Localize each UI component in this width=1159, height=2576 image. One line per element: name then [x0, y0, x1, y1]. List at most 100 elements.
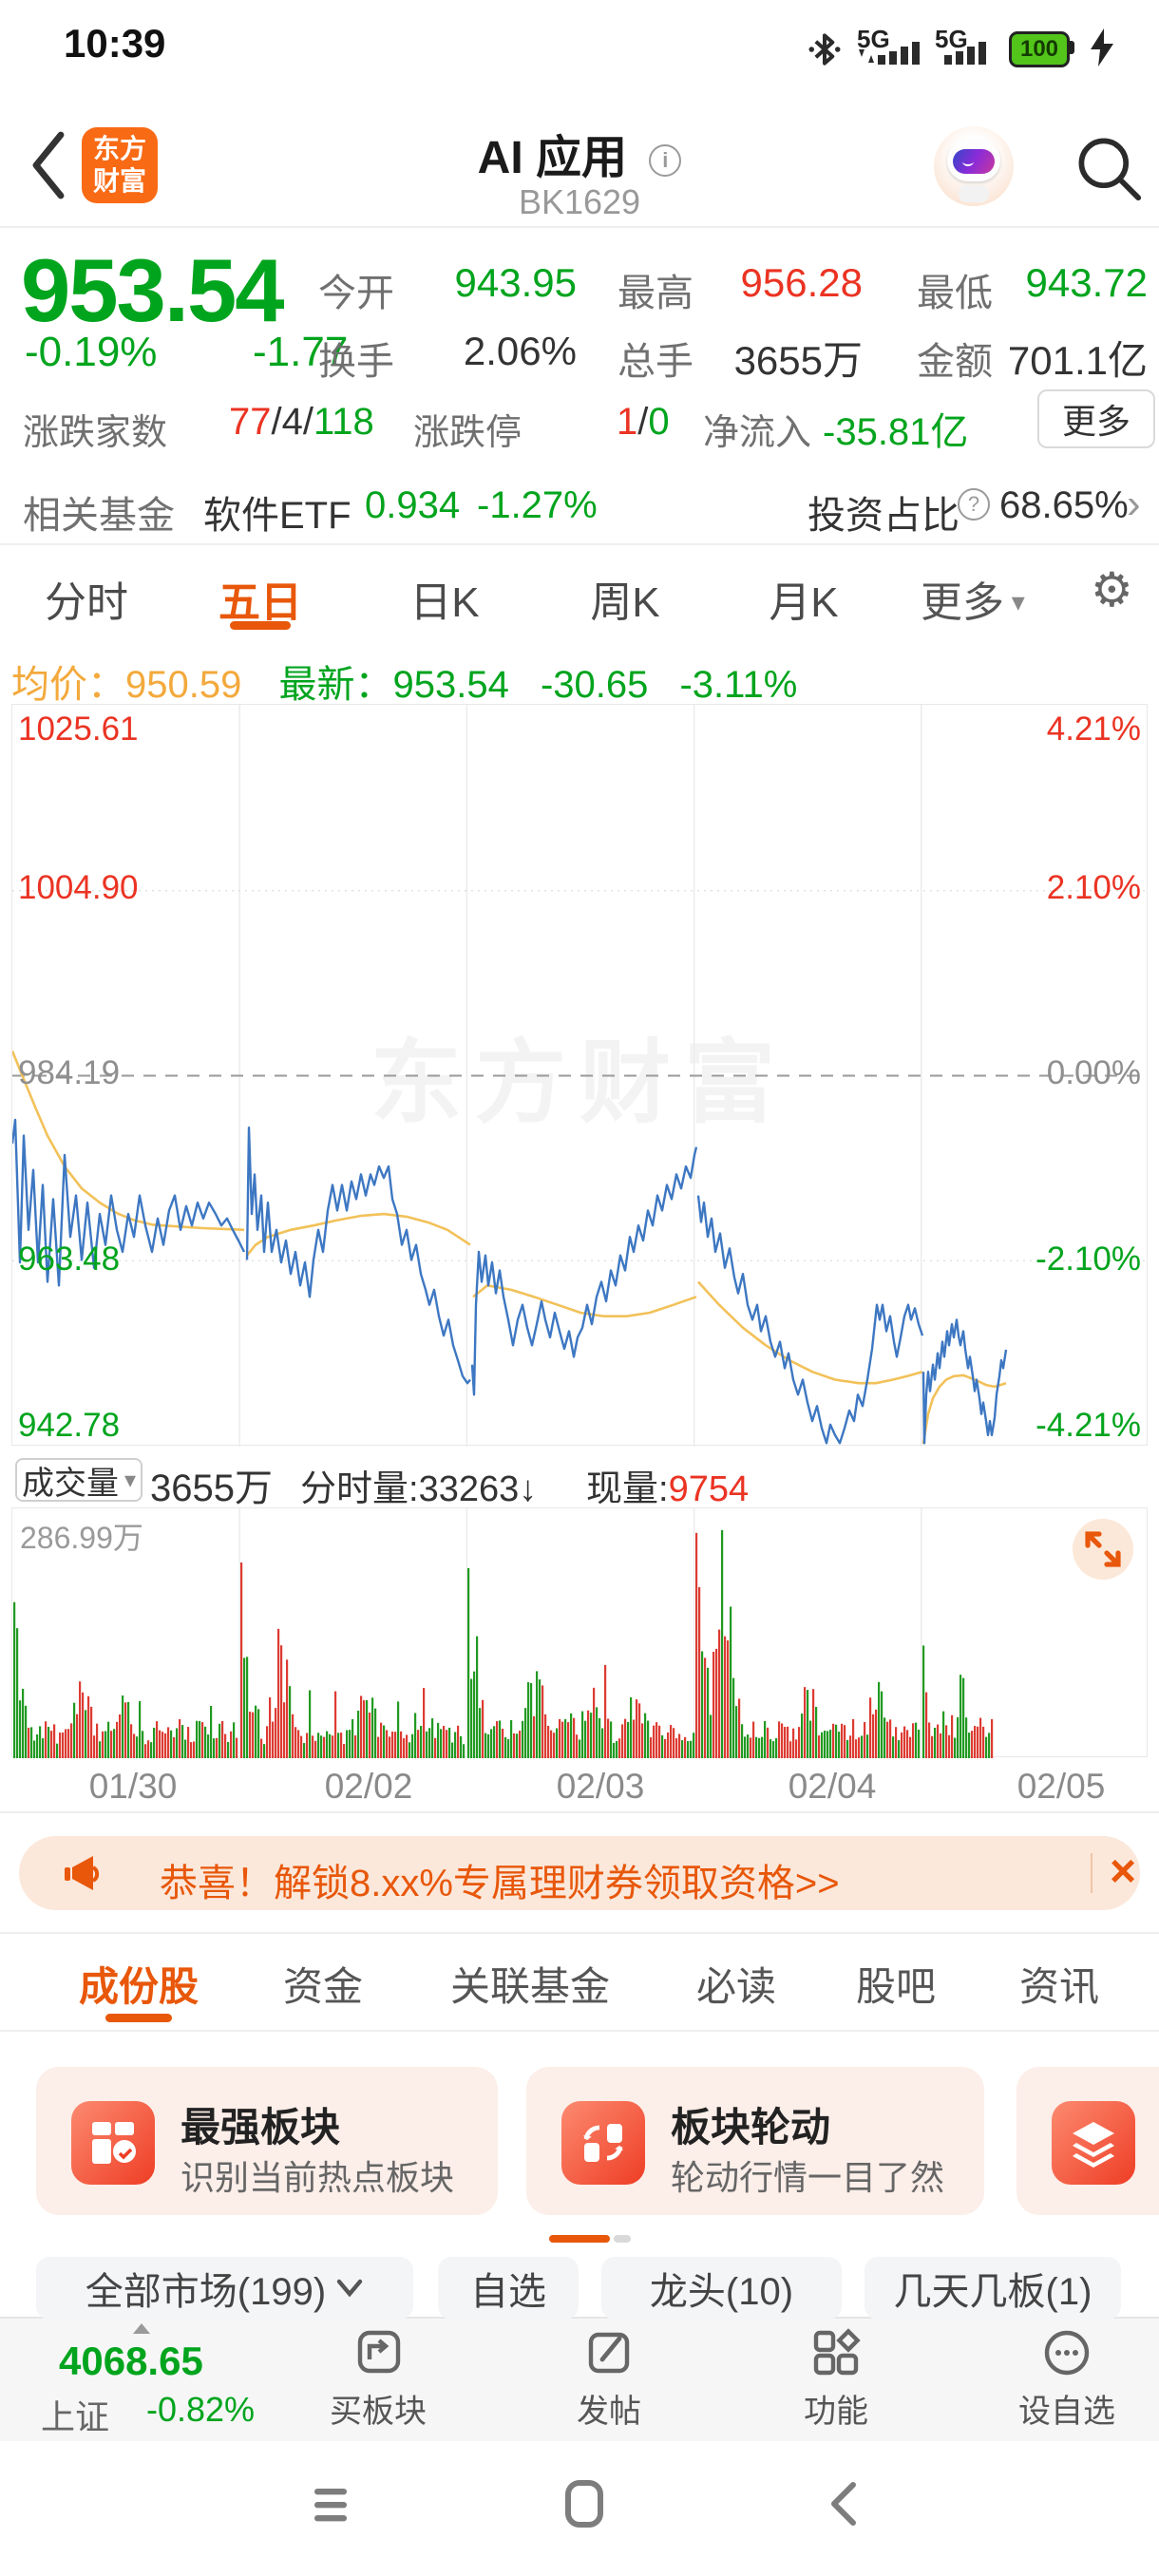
help-icon[interactable]: ?: [958, 488, 990, 521]
section-tab-必读[interactable]: 必读: [695, 1964, 776, 2009]
invest-ratio-value: 68.65%: [999, 484, 1129, 526]
watermark: 东方财富: [370, 1032, 788, 1134]
bottom-item-label: 设自选: [1018, 2394, 1115, 2430]
filter-chip-自选[interactable]: 自选: [438, 2257, 579, 2320]
chip-label: 自选: [470, 2271, 546, 2313]
bottom-item-设自选[interactable]: 设自选: [991, 2325, 1143, 2432]
section-tab-成份股[interactable]: 成份股: [78, 1964, 199, 2009]
card-title: 最强板块: [180, 2105, 341, 2150]
tab-五日[interactable]: 五日: [218, 579, 302, 626]
filter-chip-全部市场(199)[interactable]: 全部市场(199): [36, 2257, 413, 2320]
nav-home-icon[interactable]: [562, 2479, 606, 2529]
index-value[interactable]: 4068.65: [59, 2339, 203, 2383]
carousel-indicator: [614, 2235, 631, 2243]
chip-label: 全部市场(199): [85, 2271, 327, 2313]
x-axis-label-02/03: 02/03: [556, 1767, 645, 1806]
more-stats-button[interactable]: 更多: [1037, 389, 1155, 448]
bottom-item-label: 发帖: [577, 2394, 641, 2430]
status-time: 10:39: [64, 21, 166, 66]
filter-chip-龙头(10)[interactable]: 龙头(10): [601, 2257, 842, 2320]
stat-value: 3655万: [733, 338, 863, 383]
back-button[interactable]: [28, 131, 70, 199]
stat-value: 701.1亿: [1007, 338, 1148, 383]
latest-value: 953.54: [392, 664, 509, 706]
related-fund-name[interactable]: 软件ETF: [203, 495, 352, 537]
x-axis-label-01/30: 01/30: [88, 1767, 178, 1806]
banner-close-icon[interactable]: ×: [1110, 1847, 1137, 1897]
x-axis-label-02/05: 02/05: [1016, 1767, 1106, 1806]
latest-label: 最新：: [278, 664, 393, 706]
megaphone-icon: [65, 1856, 100, 1890]
stat-value: 943.72: [1025, 260, 1148, 305]
bottom-item-label: 买板块: [330, 2394, 427, 2430]
filter-chip-几天几板(1)[interactable]: 几天几板(1): [864, 2257, 1121, 2320]
feature-card[interactable]: 最强板块 识别当前热点板块: [36, 2067, 498, 2215]
volume-dropdown-button[interactable]: 成交量 ▾: [15, 1458, 142, 1502]
bottom-bar: [0, 2317, 1159, 2441]
nav-back-icon[interactable]: [825, 2481, 863, 2527]
section-tab-underline: [105, 2014, 172, 2022]
eastmoney-logo[interactable]: 东方 财富: [82, 127, 158, 203]
section-tab-股吧[interactable]: 股吧: [855, 1964, 936, 2009]
feature-card[interactable]: 板块轮动 轮动行情一目了然: [526, 2067, 984, 2215]
chip-label: 几天几板(1): [893, 2271, 1092, 2313]
nav-menu-icon[interactable]: [309, 2483, 352, 2527]
tab-more[interactable]: 更多 ▾: [921, 579, 1025, 626]
inflow-label: 净流入: [703, 413, 812, 453]
volume-max-label: 286.99万: [20, 1521, 143, 1555]
promo-banner[interactable]: 恭喜！解锁8.xx%专属理财券领取资格>> ×: [19, 1836, 1140, 1910]
x-axis-label-02/04: 02/04: [788, 1767, 877, 1806]
expand-chart-button[interactable]: [1073, 1519, 1133, 1580]
minute-volume: 分时量:33263↓: [300, 1469, 538, 1509]
related-fund-pct: -1.27%: [477, 484, 598, 526]
bottom-item-功能[interactable]: 功能: [760, 2325, 912, 2432]
volume-chart-panel[interactable]: 286.99万: [11, 1507, 1148, 1758]
section-tab-资金[interactable]: 资金: [282, 1964, 363, 2009]
tab-周K[interactable]: 周K: [590, 579, 660, 626]
y-axis-pct-label: 0.00%: [1046, 1054, 1141, 1091]
layers-icon: [1052, 2101, 1135, 2185]
section-tab-资讯[interactable]: 资讯: [1018, 1964, 1099, 2009]
battery-level: 100: [1019, 36, 1059, 62]
carousel-indicator-active: [549, 2235, 610, 2243]
bottom-item-买板块[interactable]: 买板块: [302, 2325, 454, 2432]
active-tab-underline: [230, 621, 291, 630]
signal-bars-1: [859, 42, 920, 65]
bottom-item-发帖[interactable]: 发帖: [533, 2325, 685, 2432]
feature-card[interactable]: 板挖: [1016, 2067, 1159, 2215]
stat-label: 最高: [618, 273, 694, 314]
section-tab-关联基金[interactable]: 关联基金: [449, 1964, 610, 2009]
tab-分时[interactable]: 分时: [45, 579, 128, 626]
related-fund-price: 0.934: [365, 484, 461, 526]
stat-label: 金额: [917, 341, 993, 383]
add-watchlist-icon: [1039, 2325, 1094, 2380]
stat-value: 943.95: [454, 260, 577, 305]
chip-label: 龙头(10): [649, 2271, 794, 2313]
gear-icon[interactable]: ⚙: [1091, 563, 1133, 616]
y-axis-pct-label: -4.21%: [1036, 1407, 1141, 1444]
tab-日K[interactable]: 日K: [409, 579, 480, 626]
stat-label: 换手: [318, 341, 394, 383]
stat-label: 最低: [917, 273, 993, 314]
bottom-item-label: 功能: [804, 2394, 868, 2430]
tab-月K[interactable]: 月K: [769, 579, 839, 626]
adv-dec-label: 涨跌家数: [23, 413, 168, 453]
search-icon[interactable]: [1072, 131, 1146, 205]
battery-nub: [1070, 41, 1074, 54]
price-chart-panel[interactable]: 东方财富 1025.61 1004.90 984.19 963.48 942.78 4.2…: [11, 704, 1149, 1447]
board-change-val: -1.77: [253, 329, 349, 375]
board-change-pct: -0.19%: [25, 329, 158, 375]
y-axis-pct-label: 4.21%: [1046, 710, 1141, 748]
stat-label: 总手: [618, 341, 694, 383]
avg-value: 950.59: [125, 664, 242, 706]
current-volume: 现量:9754: [586, 1469, 750, 1509]
rotation-icon: [561, 2101, 645, 2185]
collapse-arrow-icon[interactable]: [133, 2323, 150, 2334]
chevron-right-icon[interactable]: ›: [1127, 481, 1141, 527]
assistant-robot-avatar[interactable]: [934, 126, 1014, 206]
info-icon[interactable]: i: [649, 144, 682, 178]
y-axis-price-label: 1004.90: [18, 869, 139, 906]
y-axis-pct-label: 2.10%: [1046, 869, 1141, 906]
volume-total: 3655万: [150, 1468, 273, 1509]
